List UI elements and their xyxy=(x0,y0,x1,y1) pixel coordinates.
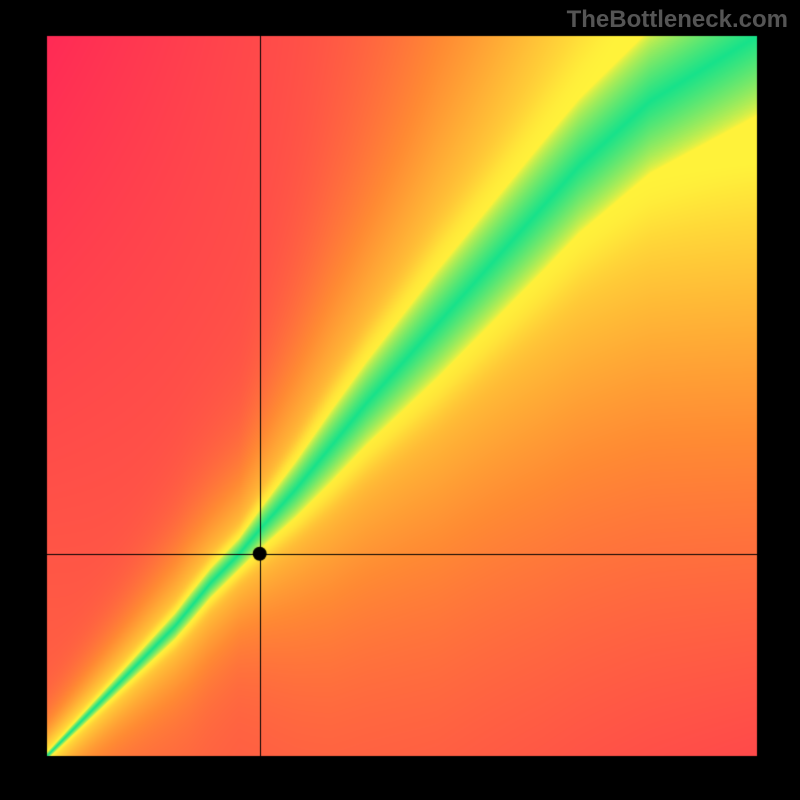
chart-container: TheBottleneck.com xyxy=(0,0,800,800)
watermark-text: TheBottleneck.com xyxy=(567,6,788,34)
bottleneck-heatmap xyxy=(0,0,800,800)
